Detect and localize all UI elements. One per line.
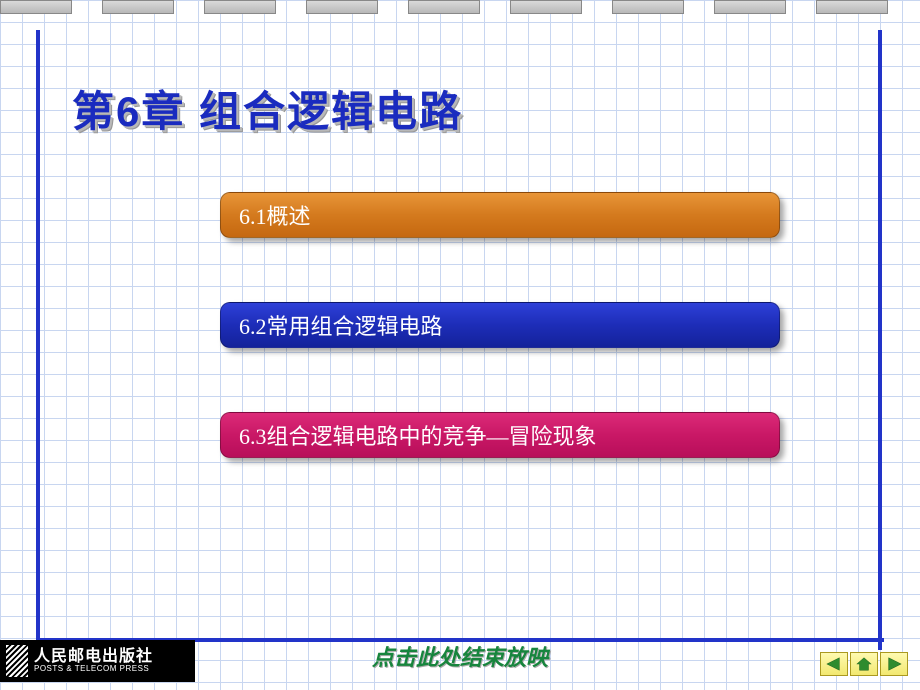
section-label: 6.3组合逻辑电路中的竞争—冒险现象 [239,419,597,451]
decor-block [204,0,276,14]
decor-block [612,0,684,14]
chapter-title: 第6章 组合逻辑电路 [72,78,463,139]
prev-slide-button[interactable] [820,652,848,676]
section-link-6-3[interactable]: 6.3组合逻辑电路中的竞争—冒险现象 [220,412,780,458]
section-label: 6.1概述 [239,199,311,231]
publisher-name-cn: 人民邮电出版社 [34,648,153,666]
publisher-name-en: POSTS & TELECOM PRESS [34,665,153,674]
frame-border-right [878,30,882,650]
home-button[interactable] [850,652,878,676]
top-decor-blocks [0,0,920,24]
decor-block [714,0,786,14]
section-link-6-1[interactable]: 6.1概述 [220,192,780,238]
next-slide-button[interactable] [880,652,908,676]
publisher-logo: 人民邮电出版社 POSTS & TELECOM PRESS [0,640,195,682]
publisher-logo-mark [6,645,28,677]
section-label: 6.2常用组合逻辑电路 [239,309,443,341]
decor-block [102,0,174,14]
slide-container: 第6章 组合逻辑电路 6.1概述 6.2常用组合逻辑电路 6.3组合逻辑电路中的… [0,0,920,690]
triangle-left-icon [825,656,843,672]
decor-block [0,0,72,14]
nav-buttons-group [820,652,908,676]
decor-block [306,0,378,14]
exit-slideshow-link[interactable]: 点击此处结束放映 [372,640,548,672]
home-icon [855,656,873,672]
decor-block [408,0,480,14]
section-link-6-2[interactable]: 6.2常用组合逻辑电路 [220,302,780,348]
triangle-right-icon [885,656,903,672]
decor-block [510,0,582,14]
frame-border-left [36,30,40,650]
publisher-text: 人民邮电出版社 POSTS & TELECOM PRESS [34,648,153,674]
decor-block [816,0,888,14]
